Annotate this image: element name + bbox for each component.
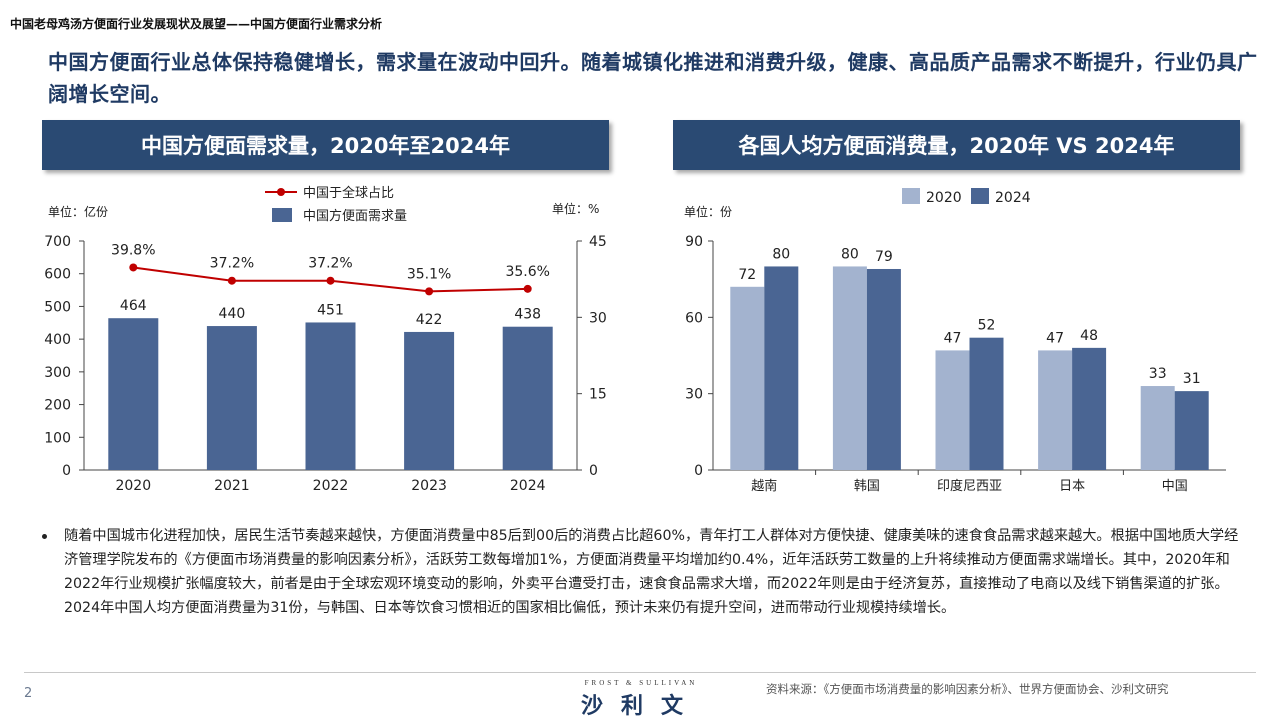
y-tick-label: 600	[44, 267, 71, 283]
breadcrumb: 中国老母鸡汤方便面行业发展现状及展望——中国方便面行业需求分析	[10, 17, 383, 31]
page-headline: 中国方便面行业总体保持稳健增长，需求量在波动中回升。随着城镇化推进和消费升级，健…	[48, 50, 1258, 106]
y-tick-label: 400	[44, 332, 71, 348]
share-value-label: 39.8%	[111, 242, 155, 258]
bar-2024	[1072, 347, 1107, 470]
bar-value-label: 31	[1183, 371, 1201, 387]
share-value-label: 37.2%	[308, 256, 352, 272]
y-tick-label: 100	[44, 430, 71, 446]
x-tick-label: 2023	[411, 478, 447, 494]
bar-2024	[866, 268, 901, 470]
bar-2024	[764, 266, 799, 470]
bar-value-label: 422	[416, 312, 443, 328]
y2-tick-label: 15	[589, 387, 607, 403]
x-tick-label: 中国	[1162, 479, 1188, 494]
bar-demand	[206, 326, 257, 470]
bar-2024	[969, 337, 1004, 470]
share-point	[129, 263, 138, 272]
bar-value-label: 33	[1149, 366, 1167, 382]
page-number: 2	[24, 686, 33, 701]
bar-demand	[404, 331, 455, 470]
footer-divider	[24, 672, 1256, 673]
x-tick-label: 印度尼西亚	[937, 478, 1002, 494]
x-tick-label: 韩国	[854, 479, 880, 494]
y-tick-label: 500	[44, 299, 71, 315]
legend-swatch-2020	[902, 188, 920, 204]
y-tick-label: 90	[685, 234, 703, 250]
y-axis-unit-left: 单位：亿份	[48, 204, 108, 219]
legend-line-dot	[277, 188, 285, 196]
bar-demand	[108, 318, 159, 470]
bar-value-label: 48	[1080, 328, 1098, 344]
legend-label-share: 中国于全球占比	[303, 185, 394, 201]
bar-2020	[935, 350, 970, 470]
share-line	[133, 266, 528, 293]
bar-2020	[832, 266, 867, 470]
source-note: 资料来源：《方便面市场消费量的影响因素分析》、世界方便面协会、沙利文研究	[766, 682, 1169, 696]
analysis-text: 随着中国城市化进程加快，居民生活节奏越来越快，方便面消费量中85后到00后的消费…	[64, 528, 1239, 616]
bar-demand	[502, 326, 553, 470]
share-point	[326, 276, 335, 285]
bar-value-label: 438	[514, 307, 541, 323]
x-tick-label: 日本	[1059, 479, 1085, 494]
bar-value-label: 464	[120, 298, 147, 314]
bar-value-label: 47	[944, 330, 962, 346]
bar-value-label: 72	[738, 267, 756, 283]
y-tick-label: 60	[685, 310, 703, 326]
share-value-label: 37.2%	[210, 256, 254, 272]
analysis-paragraph: 随着中国城市化进程加快，居民生活节奏越来越快，方便面消费量中85后到00后的消费…	[42, 524, 1252, 620]
legend-bar-swatch	[272, 208, 292, 222]
bar-demand	[305, 322, 356, 470]
legend-swatch-2024	[971, 188, 989, 204]
chart-title-banner-per-capita: 各国人均方便面消费量，2020年 VS 2024年	[673, 120, 1240, 170]
share-value-label: 35.1%	[407, 266, 451, 282]
bar-value-label: 52	[978, 318, 996, 334]
bar-value-label: 80	[841, 246, 859, 262]
chart-title-banner-demand: 中国方便面需求量，2020年至2024年	[42, 120, 609, 170]
legend-label-2020: 2020	[926, 190, 962, 206]
bar-2024	[1174, 391, 1209, 470]
bar-2020	[1038, 350, 1073, 470]
y-tick-label: 0	[62, 463, 71, 479]
x-tick-label: 2021	[214, 478, 250, 494]
bar-value-label: 79	[875, 249, 893, 265]
y-tick-label: 30	[685, 387, 703, 403]
share-value-label: 35.6%	[505, 264, 549, 280]
y2-tick-label: 30	[589, 310, 607, 326]
bar-2020	[1140, 386, 1175, 470]
share-point	[227, 276, 236, 285]
y-tick-label: 700	[44, 234, 71, 250]
legend-label-2024: 2024	[995, 190, 1031, 206]
x-tick-label: 2024	[510, 478, 546, 494]
share-point	[425, 287, 434, 296]
x-tick-label: 2022	[313, 478, 349, 494]
bar-value-label: 440	[219, 306, 246, 322]
legend-label-demand: 中国方便面需求量	[303, 208, 407, 224]
bar-value-label: 47	[1046, 330, 1064, 346]
y2-tick-label: 0	[589, 463, 598, 479]
y-tick-label: 200	[44, 398, 71, 414]
share-point	[523, 284, 532, 293]
y-axis-unit: 单位：份	[684, 204, 732, 219]
bar-value-label: 451	[317, 302, 344, 318]
x-tick-label: 2020	[115, 478, 151, 494]
x-tick-label: 越南	[751, 478, 777, 494]
y-tick-label: 0	[694, 463, 703, 479]
bullet-marker	[42, 534, 47, 539]
logo-chinese: 沙利文	[580, 694, 701, 719]
y2-axis-unit-right: 单位：%	[552, 201, 599, 216]
logo-english: FROST & SULLIVAN	[584, 679, 698, 687]
y2-tick-label: 45	[589, 234, 607, 250]
bar-2020	[730, 286, 765, 470]
bar-value-label: 80	[772, 246, 790, 262]
y-tick-label: 300	[44, 365, 71, 381]
